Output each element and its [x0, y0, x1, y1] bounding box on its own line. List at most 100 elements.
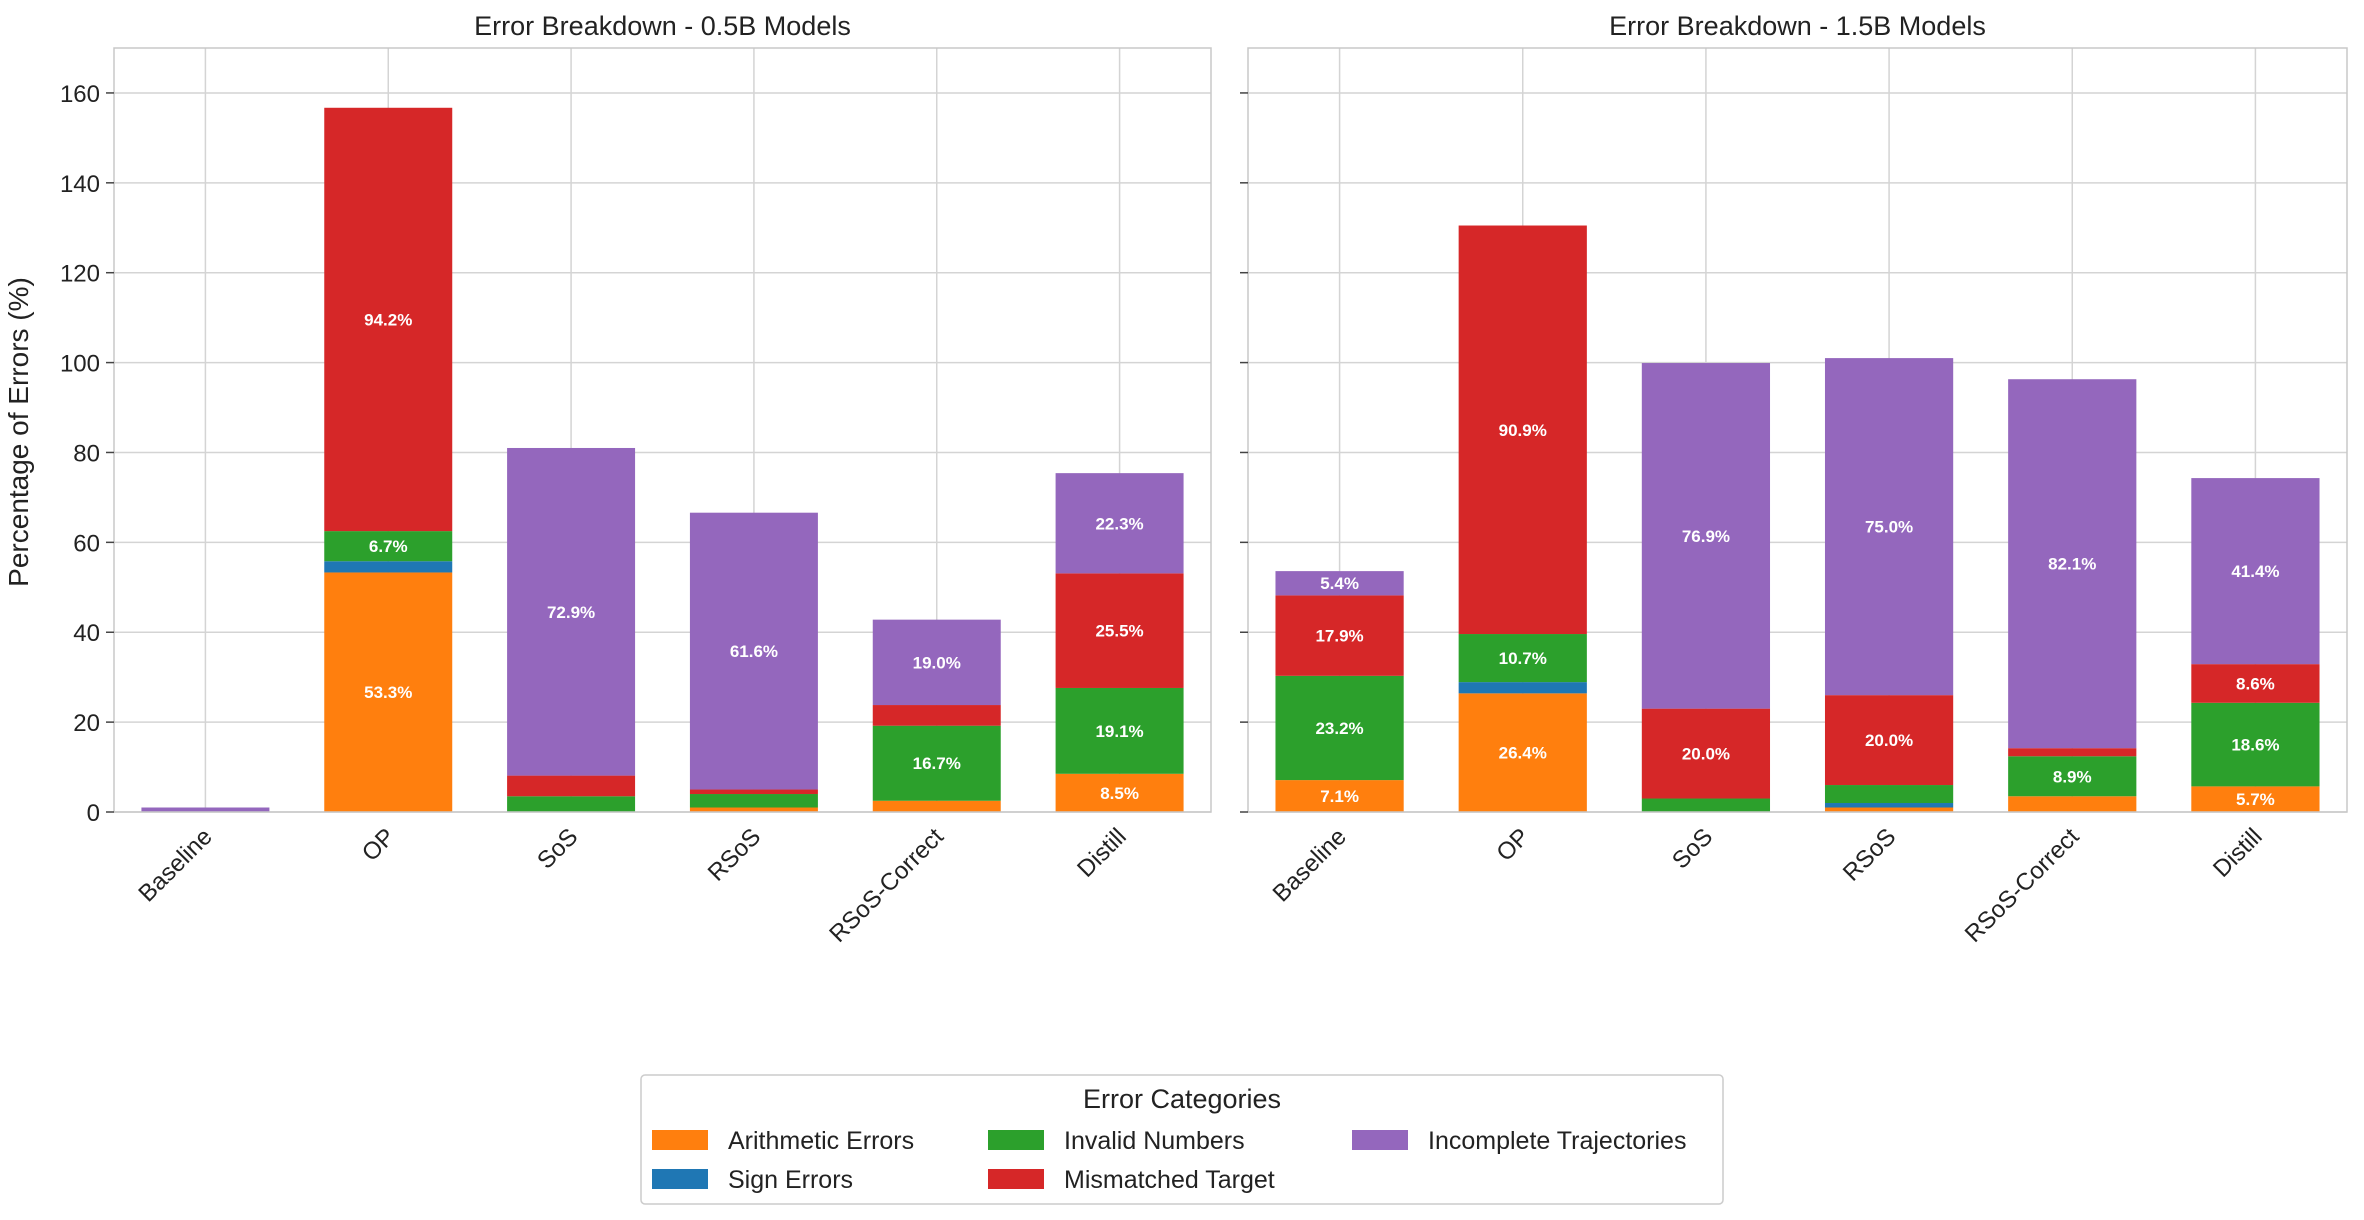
data-label: 8.9% [2053, 767, 2092, 786]
bar-distill-arithmetic-errors [1055, 773, 1184, 812]
bar-rsos-correct-mismatched-target [2008, 748, 2137, 757]
x-tick-label: Baseline [1268, 823, 1352, 907]
x-tick-label: SoS [532, 823, 583, 874]
legend-frame [640, 1074, 1724, 1205]
legend-item-invalid-numbers: Invalid Numbers [988, 1127, 1245, 1155]
data-label: 10.7% [1499, 649, 1547, 668]
y-tick-label: 100 [60, 351, 100, 378]
bar-rsos-correct-mismatched-target [872, 705, 1001, 726]
x-tick-label: Baseline [133, 823, 217, 907]
bar-distill-incomplete-trajectories [2191, 478, 2320, 665]
panel-title: Error Breakdown - 1.5B Models [1609, 11, 1986, 41]
data-label: 25.5% [1095, 622, 1143, 641]
data-label: 26.4% [1499, 744, 1547, 763]
data-label: 19.0% [913, 653, 961, 672]
legend-item-mismatched-target: Mismatched Target [988, 1166, 1275, 1194]
legend-item-sign-errors: Sign Errors [652, 1166, 853, 1194]
bar-rsos-invalid-numbers [1824, 785, 1954, 804]
y-tick-label: 140 [60, 171, 100, 198]
bar-baseline-mismatched-target [1275, 595, 1404, 676]
bar-baseline-incomplete-trajectories [1275, 571, 1404, 596]
data-label: 23.2% [1315, 719, 1363, 738]
data-label: 6.7% [369, 537, 408, 556]
y-tick-label: 160 [60, 81, 100, 108]
x-tick-label: Distill [1072, 823, 1132, 883]
bar-baseline-arithmetic-errors [1275, 780, 1404, 812]
x-tick-label: RSoS [703, 823, 766, 886]
x-tick-label: OP [357, 823, 401, 867]
data-label: 19.1% [1095, 722, 1143, 741]
legend-label: Invalid Numbers [1064, 1127, 1245, 1155]
bar-rsos-incomplete-trajectories [1824, 358, 1954, 696]
y-tick-label: 20 [73, 710, 100, 737]
data-label: 72.9% [547, 603, 595, 622]
bar-rsos-correct-invalid-numbers [2008, 756, 2137, 797]
bar-distill-arithmetic-errors [2191, 786, 2320, 812]
bar-rsos-correct-invalid-numbers [872, 725, 1001, 801]
legend-swatch [988, 1130, 1044, 1150]
bar-rsos-arithmetic-errors [689, 807, 818, 812]
y-axis-label: Percentage of Errors (%) [3, 277, 34, 587]
bar-op-arithmetic-errors [1458, 693, 1587, 812]
legend-label: Mismatched Target [1064, 1166, 1275, 1194]
x-tick-label: RSoS-Correct [824, 823, 949, 948]
x-tick-label: Distill [2208, 823, 2268, 883]
y-tick-label: 0 [87, 800, 100, 827]
panel-title: Error Breakdown - 0.5B Models [474, 11, 851, 41]
x-tick-label: SoS [1667, 823, 1718, 874]
bar-rsos-correct-incomplete-trajectories [872, 619, 1001, 706]
legend-label: Sign Errors [728, 1166, 853, 1194]
bar-sos-invalid-numbers [1641, 798, 1771, 812]
bar-rsos-mismatched-target [689, 789, 818, 795]
bar-op-sign-errors [324, 561, 453, 573]
bar-distill-invalid-numbers [1055, 687, 1184, 774]
bar-sos-incomplete-trajectories [1641, 363, 1771, 709]
plot-frame [1247, 47, 2348, 813]
data-label: 8.5% [1100, 784, 1139, 803]
legend: Error Categories Arithmetic Errors Sign E… [640, 1074, 1724, 1205]
x-tick-label: OP [1491, 823, 1535, 867]
bar-baseline-invalid-numbers [1275, 675, 1404, 781]
legend-swatch [988, 1169, 1044, 1189]
y-tick-label: 120 [60, 261, 100, 288]
data-label: 17.9% [1315, 627, 1363, 646]
bar-op-invalid-numbers [1458, 634, 1587, 683]
y-tick-label: 80 [73, 440, 100, 467]
data-label: 7.1% [1320, 787, 1359, 806]
data-label: 53.3% [364, 683, 412, 702]
bar-rsos-mismatched-target [1824, 695, 1954, 786]
data-label: 18.6% [2231, 736, 2279, 755]
bar-sos-mismatched-target [507, 775, 636, 797]
bar-rsos-correct-incomplete-trajectories [2008, 379, 2137, 749]
bar-rsos-incomplete-trajectories [689, 512, 818, 790]
bar-op-mismatched-target [324, 107, 453, 532]
legend-swatch [1352, 1130, 1408, 1150]
data-label: 20.0% [1865, 731, 1913, 750]
bar-op-sign-errors [1458, 682, 1587, 694]
bar-op-mismatched-target [1458, 225, 1587, 635]
legend-label: Incomplete Trajectories [1428, 1127, 1686, 1155]
bar-rsos-correct-arithmetic-errors [2008, 796, 2137, 812]
bar-rsos-correct-arithmetic-errors [872, 800, 1001, 812]
bar-rsos-invalid-numbers [689, 794, 818, 808]
bar-rsos-arithmetic-errors [1824, 807, 1954, 812]
legend-swatch [652, 1169, 708, 1189]
bar-sos-invalid-numbers [507, 796, 636, 812]
bar-op-invalid-numbers [324, 531, 453, 562]
data-label: 94.2% [364, 310, 412, 329]
data-label: 76.9% [1682, 527, 1730, 546]
panel-2: 7.1% 23.2% 17.9% 5.4% 26.4% 10.7% 90.9% 20.0% 76… [1240, 11, 2348, 948]
bar-op-arithmetic-errors [324, 572, 453, 812]
data-label: 20.0% [1682, 745, 1730, 764]
bar-baseline-incomplete-trajectories [141, 807, 270, 812]
y-tick-label: 60 [73, 530, 100, 557]
bar-sos-mismatched-target [1641, 708, 1771, 799]
bar-distill-mismatched-target [2191, 664, 2320, 703]
legend-title: Error Categories [1083, 1084, 1281, 1114]
plot-frame [113, 47, 1212, 813]
bar-distill-incomplete-trajectories [1055, 473, 1184, 574]
data-label: 8.6% [2236, 674, 2275, 693]
x-tick-label: RSoS-Correct [1960, 823, 2085, 948]
data-label: 16.7% [913, 754, 961, 773]
